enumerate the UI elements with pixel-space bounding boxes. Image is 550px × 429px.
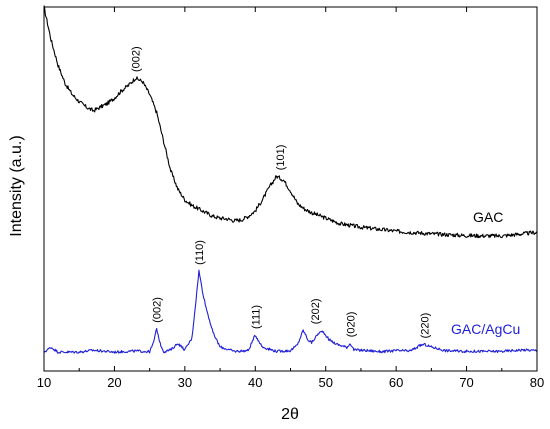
plot-frame <box>43 6 538 372</box>
series-layer <box>43 5 538 354</box>
x-tick-label: 70 <box>459 375 473 390</box>
annotation-layer: (002) (101) (002) (110) (111) (202) (020) (220) <box>131 46 432 338</box>
peak-label-5: (202) <box>310 299 322 325</box>
peak-label-4: (111) <box>250 305 262 329</box>
x-axis-title: 2θ <box>281 406 299 423</box>
series-label-gac-agcu: GAC/AgCu <box>451 321 520 337</box>
series-label-gac: GAC <box>473 209 503 225</box>
series-line-gac <box>43 5 538 239</box>
axis-layer: 10 20 30 40 50 60 70 80 <box>37 6 544 390</box>
x-tick-label: 10 <box>37 375 51 390</box>
x-tick-label: 30 <box>178 375 192 390</box>
peak-label-1: (101) <box>275 145 287 171</box>
x-tick-label: 40 <box>248 375 262 390</box>
series-line-gac-agcu <box>43 269 538 354</box>
x-tick-label: 80 <box>530 375 544 390</box>
x-tick-label: 20 <box>107 375 121 390</box>
peak-label-0: (002) <box>131 46 143 72</box>
y-axis-title: Intensity (a.u.) <box>8 135 25 236</box>
peak-label-3: (110) <box>194 240 206 265</box>
x-tick-label: 50 <box>318 375 332 390</box>
peak-label-7: (220) <box>419 313 431 339</box>
peak-label-2: (002) <box>152 297 164 323</box>
x-tick-label: 60 <box>389 375 403 390</box>
peak-label-6: (020) <box>345 312 357 338</box>
